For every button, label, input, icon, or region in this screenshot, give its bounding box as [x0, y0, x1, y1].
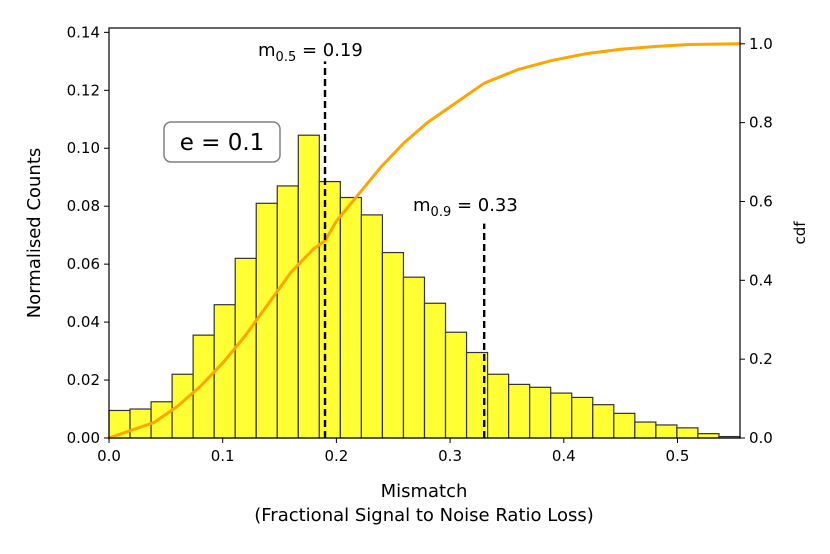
- x-axis-label: Mismatch: [381, 481, 468, 502]
- p90-annotation-value: = 0.33: [451, 195, 518, 216]
- histogram-bar: [276, 185, 299, 439]
- histogram-bar: [213, 304, 236, 439]
- histogram-bar: [423, 302, 447, 439]
- y-tick-label: 0.00: [67, 429, 100, 447]
- histogram-bar: [634, 421, 657, 439]
- median-annotation-sub: 0.5: [276, 50, 297, 65]
- histogram-bar: [192, 334, 215, 439]
- x-tick-label: 0.3: [438, 447, 462, 465]
- quantile-lines: [323, 61, 486, 438]
- y2-tick-label: 0.2: [749, 350, 773, 368]
- histogram-bar: [487, 373, 510, 439]
- histogram-bar: [676, 427, 699, 439]
- y2-axis-label: cdf: [791, 221, 809, 245]
- y2-axis-ticks: 0.0 0.2 0.4 0.6 0.8 1.0: [740, 35, 773, 447]
- y-tick-label: 0.10: [67, 139, 100, 157]
- histogram-bar: [381, 251, 405, 439]
- histogram-bar: [697, 433, 720, 439]
- histogram-bar: [613, 412, 636, 439]
- histogram-bar: [255, 202, 278, 439]
- histogram-bar: [655, 424, 678, 439]
- histogram-bar: [234, 257, 257, 439]
- x-tick-label: 0.0: [97, 447, 121, 465]
- histogram-bar: [360, 214, 384, 439]
- x-tick-label: 0.2: [324, 447, 348, 465]
- histogram-bar: [571, 396, 594, 439]
- y-axis-label: Normalised Counts: [24, 148, 45, 319]
- y-tick-label: 0.08: [67, 197, 100, 215]
- cdf-curve-layer: [107, 42, 742, 440]
- median-annotation: m0.5 = 0.19: [258, 40, 363, 65]
- x-axis-label-line2: (Fractional Signal to Noise Ratio Loss): [254, 505, 594, 526]
- plot-frame: [108, 27, 741, 439]
- x-axis-ticks: 0.0 0.1 0.2 0.3 0.4 0.5: [97, 438, 689, 465]
- median-annotation-main: m: [258, 40, 276, 61]
- cdf-line: [107, 42, 742, 440]
- histogram-bar: [402, 276, 426, 439]
- p90-annotation-sub: 0.9: [431, 205, 452, 220]
- y-tick-label: 0.06: [67, 255, 100, 273]
- parameter-box-text: e = 0.1: [180, 130, 265, 156]
- histogram-bar: [444, 331, 468, 439]
- histogram-bar: [592, 404, 615, 439]
- histogram-bar: [529, 386, 552, 439]
- y-tick-label: 0.02: [67, 371, 100, 389]
- y2-tick-label: 0.8: [749, 114, 773, 132]
- histogram-bar: [339, 196, 362, 439]
- y2-tick-label: 0.4: [749, 271, 773, 289]
- histogram-bar: [508, 383, 531, 439]
- y2-tick-label: 0.6: [749, 192, 773, 210]
- y-axis-ticks: 0.00 0.02 0.04 0.06 0.08 0.10 0.12 0.14: [67, 23, 109, 447]
- x-tick-label: 0.1: [211, 447, 235, 465]
- median-annotation-value: = 0.19: [296, 40, 363, 61]
- x-tick-label: 0.4: [552, 447, 576, 465]
- y2-tick-label: 1.0: [749, 35, 773, 53]
- parameter-box-frame: [163, 121, 281, 163]
- y2-tick-label: 0.0: [749, 429, 773, 447]
- p90-annotation-main: m: [413, 195, 431, 216]
- x-tick-label: 0.5: [666, 447, 690, 465]
- y-tick-label: 0.12: [67, 81, 100, 99]
- histogram-bar: [297, 134, 320, 439]
- y-tick-label: 0.14: [67, 23, 100, 41]
- y-tick-label: 0.04: [67, 313, 100, 331]
- histogram-bar: [150, 401, 173, 439]
- p90-annotation: m0.9 = 0.33: [413, 195, 518, 220]
- histogram-bar: [550, 392, 573, 439]
- parameter-box: e = 0.1: [163, 121, 281, 163]
